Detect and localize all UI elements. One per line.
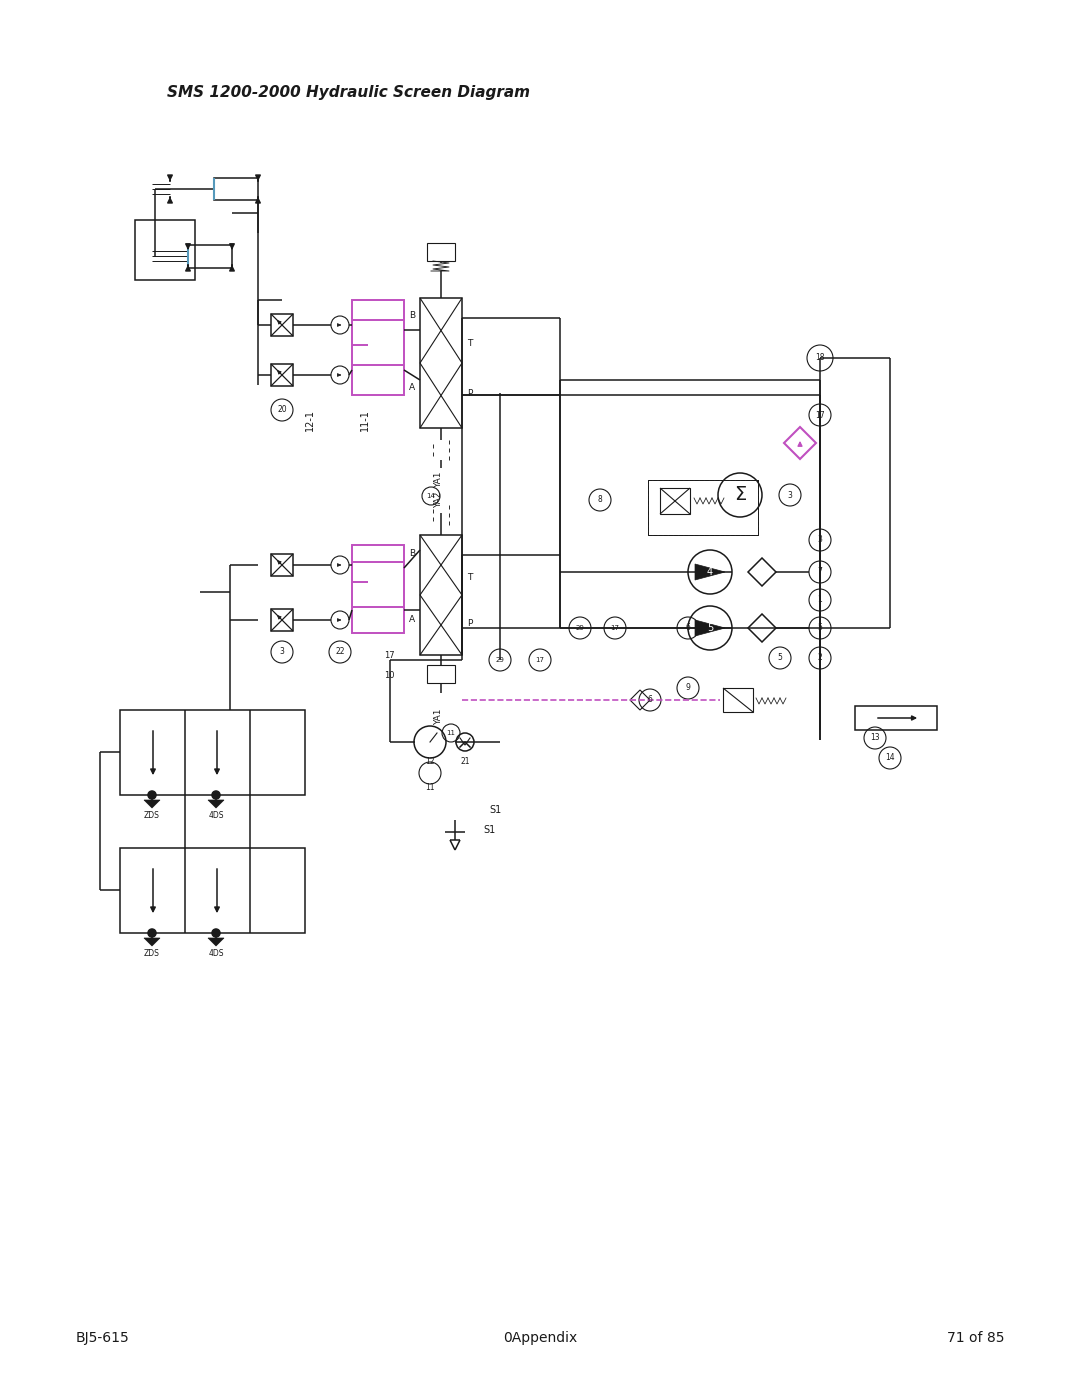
Text: 12: 12: [426, 757, 435, 767]
Text: 18: 18: [815, 353, 825, 362]
Text: 2: 2: [818, 654, 822, 662]
Text: 3: 3: [280, 647, 284, 657]
Bar: [214, 177, 258, 200]
Text: P: P: [467, 619, 472, 627]
Text: S1: S1: [484, 826, 496, 835]
Text: 1: 1: [818, 595, 822, 605]
Text: 4DS: 4DS: [208, 810, 224, 820]
Bar: [420, 535, 462, 655]
Text: 6: 6: [686, 623, 690, 633]
Text: 17: 17: [610, 624, 620, 631]
Text: 9: 9: [686, 683, 690, 693]
Text: 17: 17: [815, 411, 825, 419]
Text: 12-1: 12-1: [305, 409, 315, 432]
Text: 22: 22: [335, 647, 345, 657]
Text: 21: 21: [460, 757, 470, 767]
Text: 5: 5: [778, 654, 782, 662]
Text: 13: 13: [870, 733, 880, 742]
Bar: [855, 705, 937, 731]
Text: 17: 17: [536, 657, 544, 664]
Text: T: T: [467, 338, 472, 348]
Bar: [352, 300, 404, 395]
Text: 3: 3: [818, 535, 823, 545]
Text: 3: 3: [787, 490, 793, 500]
Text: 14: 14: [427, 493, 435, 499]
Bar: [135, 219, 195, 279]
Circle shape: [148, 791, 156, 799]
Bar: [188, 244, 232, 268]
Text: P: P: [467, 388, 472, 398]
Text: 5: 5: [707, 623, 713, 633]
Text: B: B: [409, 549, 415, 557]
Bar: [120, 848, 305, 933]
Bar: [723, 687, 753, 712]
Text: YA1: YA1: [434, 472, 444, 488]
Text: Σ: Σ: [734, 486, 746, 504]
Bar: [271, 314, 293, 337]
Text: 14: 14: [886, 753, 895, 763]
Text: T: T: [467, 573, 472, 581]
Polygon shape: [144, 937, 160, 946]
Text: 11: 11: [426, 784, 435, 792]
Polygon shape: [696, 620, 725, 636]
Text: 5: 5: [818, 623, 823, 633]
Text: SMS 1200-2000 Hydraulic Screen Diagram: SMS 1200-2000 Hydraulic Screen Diagram: [167, 85, 530, 99]
Text: 6: 6: [648, 696, 652, 704]
Circle shape: [212, 791, 220, 799]
Text: YA1: YA1: [434, 708, 444, 725]
Text: ZDS: ZDS: [144, 949, 160, 957]
Text: 0Appendix: 0Appendix: [503, 1331, 577, 1345]
Text: B: B: [409, 312, 415, 320]
Bar: [120, 710, 305, 795]
Bar: [271, 555, 293, 576]
Bar: [427, 243, 455, 261]
Bar: [271, 609, 293, 631]
Text: S1: S1: [489, 805, 501, 814]
Text: BJ5-615: BJ5-615: [76, 1331, 130, 1345]
Text: 71 of 85: 71 of 85: [947, 1331, 1004, 1345]
Text: 20: 20: [278, 405, 287, 415]
Text: A: A: [409, 616, 415, 624]
Text: 7: 7: [818, 567, 823, 577]
Bar: [271, 365, 293, 386]
Polygon shape: [144, 800, 160, 807]
Polygon shape: [696, 564, 725, 580]
Bar: [352, 545, 404, 633]
Bar: [660, 488, 690, 514]
Text: 4: 4: [707, 567, 713, 577]
Text: 11: 11: [446, 731, 456, 736]
Text: 10: 10: [384, 671, 395, 679]
Text: 17: 17: [384, 651, 395, 659]
Text: 8: 8: [597, 496, 603, 504]
Text: A: A: [409, 384, 415, 393]
Polygon shape: [208, 937, 224, 946]
Bar: [648, 481, 758, 535]
Bar: [427, 665, 455, 683]
Text: ZDS: ZDS: [144, 810, 160, 820]
Polygon shape: [208, 800, 224, 807]
Circle shape: [212, 929, 220, 937]
Text: 11-1: 11-1: [360, 409, 370, 430]
Text: 29: 29: [496, 657, 504, 664]
Text: YA2: YA2: [434, 492, 444, 509]
Text: 4DS: 4DS: [208, 949, 224, 957]
Bar: [420, 298, 462, 427]
Text: 29: 29: [576, 624, 584, 631]
Circle shape: [148, 929, 156, 937]
